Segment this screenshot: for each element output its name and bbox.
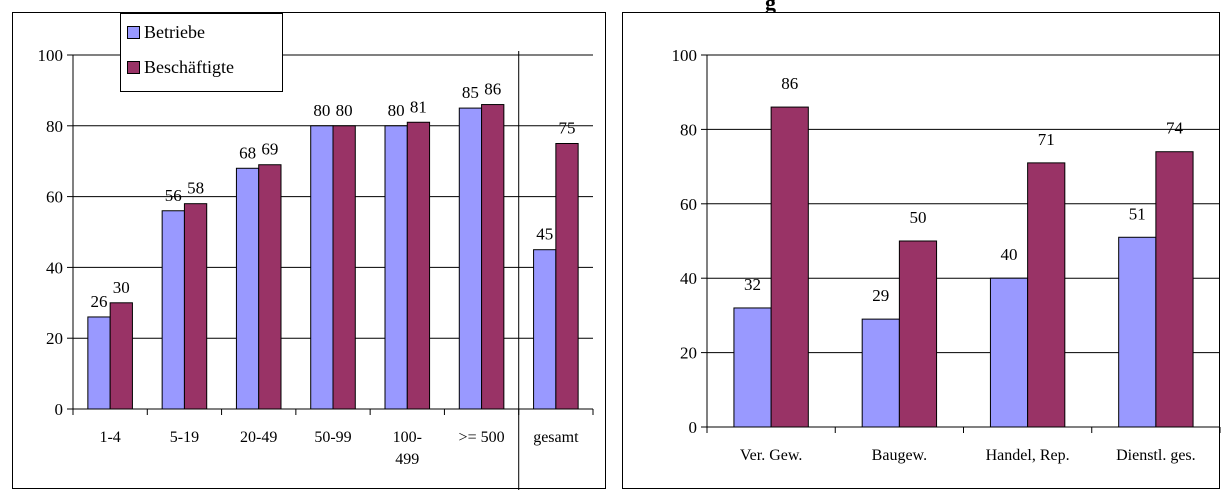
y-tick-label: 100: [38, 46, 64, 65]
data-label: 56: [165, 186, 182, 205]
bar-betriebe: [533, 249, 557, 410]
data-label: 80: [388, 101, 405, 120]
legend-item-beschaeftigte: Beschäftigte: [127, 57, 234, 78]
legend-swatch-beschaeftigte: [127, 61, 140, 74]
data-label: 26: [91, 292, 108, 311]
bar-beschaeftigte: [109, 302, 133, 410]
data-label: 80: [336, 101, 353, 120]
x-tick-label: 499: [395, 451, 419, 468]
data-label: 58: [187, 179, 204, 198]
x-tick-label: >= 500: [459, 429, 505, 446]
x-tick-label: gesamt: [533, 429, 579, 446]
bar-betriebe: [458, 107, 483, 410]
x-tick-label: Handel, Rep.: [986, 447, 1070, 464]
bar-beschaeftigte: [770, 106, 809, 428]
legend: Betriebe Beschäftigte: [120, 13, 283, 92]
legend-label-betriebe: Betriebe: [144, 22, 205, 42]
data-label: 30: [113, 278, 130, 297]
x-tick-label: 1-4: [99, 429, 120, 446]
data-label: 29: [872, 286, 889, 305]
data-label: 71: [1038, 130, 1055, 149]
x-tick-label: 100-: [393, 429, 422, 446]
x-tick-label: Baugew.: [872, 447, 927, 464]
y-tick-label: 20: [680, 344, 697, 363]
data-label: 75: [559, 119, 576, 138]
x-tick-label: 5-19: [170, 429, 199, 446]
bar-betriebe: [161, 210, 185, 410]
data-label: 32: [744, 275, 761, 294]
data-label: 40: [1001, 245, 1018, 264]
legend-label-beschaeftigte: Beschäftigte: [144, 57, 234, 77]
y-tick-label: 80: [46, 117, 63, 136]
y-tick-label: 0: [55, 400, 64, 419]
bar-beschaeftigte: [1155, 151, 1194, 428]
legend-item-betriebe: Betriebe: [127, 22, 205, 43]
y-tick-label: 60: [46, 188, 63, 207]
bar-betriebe: [87, 316, 111, 410]
data-label: 50: [909, 208, 926, 227]
legend-swatch-betriebe: [127, 26, 140, 39]
right-bar-chart: 0 20 40 60 80 100 Ver. Gew. Baugew. Handel, Rep.…: [672, 46, 1221, 464]
bar-beschaeftigte: [898, 240, 938, 428]
bar-betriebe: [733, 307, 772, 428]
data-label: 86: [781, 74, 798, 93]
y-tick-label: 0: [689, 418, 698, 437]
data-label: 51: [1129, 204, 1146, 223]
data-label: 68: [239, 143, 256, 162]
bar-betriebe: [989, 277, 1029, 428]
bar-betriebe: [861, 318, 900, 428]
bar-beschaeftigte: [183, 203, 208, 410]
right-chart-panel: 0 20 40 60 80 100 Ver. Gew. Baugew. Handel, Rep.…: [622, 12, 1221, 489]
bar-betriebe: [235, 167, 260, 410]
data-label: 69: [261, 140, 278, 159]
bar-beschaeftigte: [406, 121, 431, 410]
bar-betriebe: [310, 125, 334, 410]
x-tick-label: Ver. Gew.: [740, 447, 803, 464]
data-label: 85: [462, 83, 479, 102]
y-tick-label: 60: [680, 195, 697, 214]
data-label: 86: [484, 80, 501, 99]
x-tick-label: 50-99: [314, 429, 351, 446]
bar-betriebe: [384, 125, 408, 410]
data-label: 74: [1166, 119, 1184, 138]
right-chart-title-fragment: g: [765, 0, 776, 15]
y-tick-label: 20: [46, 329, 63, 348]
x-tick-label: 20-49: [240, 429, 277, 446]
left-bar-chart: 0 20 40 60 80 100 1-4 5-19 20-49 50-99 100- 499 >= 5…: [38, 46, 594, 490]
data-label: 45: [536, 225, 553, 244]
y-tick-label: 100: [672, 46, 698, 65]
bar-betriebe: [1118, 236, 1157, 428]
y-tick-label: 80: [680, 120, 697, 139]
bar-beschaeftigte: [258, 164, 282, 410]
x-tick-label: Dienstl. ges.: [1116, 447, 1196, 464]
bar-beschaeftigte: [1027, 162, 1066, 428]
data-label: 81: [410, 97, 427, 116]
y-tick-label: 40: [46, 258, 63, 277]
bar-beschaeftigte: [555, 143, 579, 410]
bar-beschaeftigte: [332, 125, 356, 410]
left-chart-panel: 0 20 40 60 80 100 1-4 5-19 20-49 50-99 100- 499 >= 5…: [12, 12, 606, 490]
bar-beschaeftigte: [481, 104, 505, 410]
y-tick-label: 40: [680, 269, 697, 288]
data-label: 80: [313, 101, 330, 120]
